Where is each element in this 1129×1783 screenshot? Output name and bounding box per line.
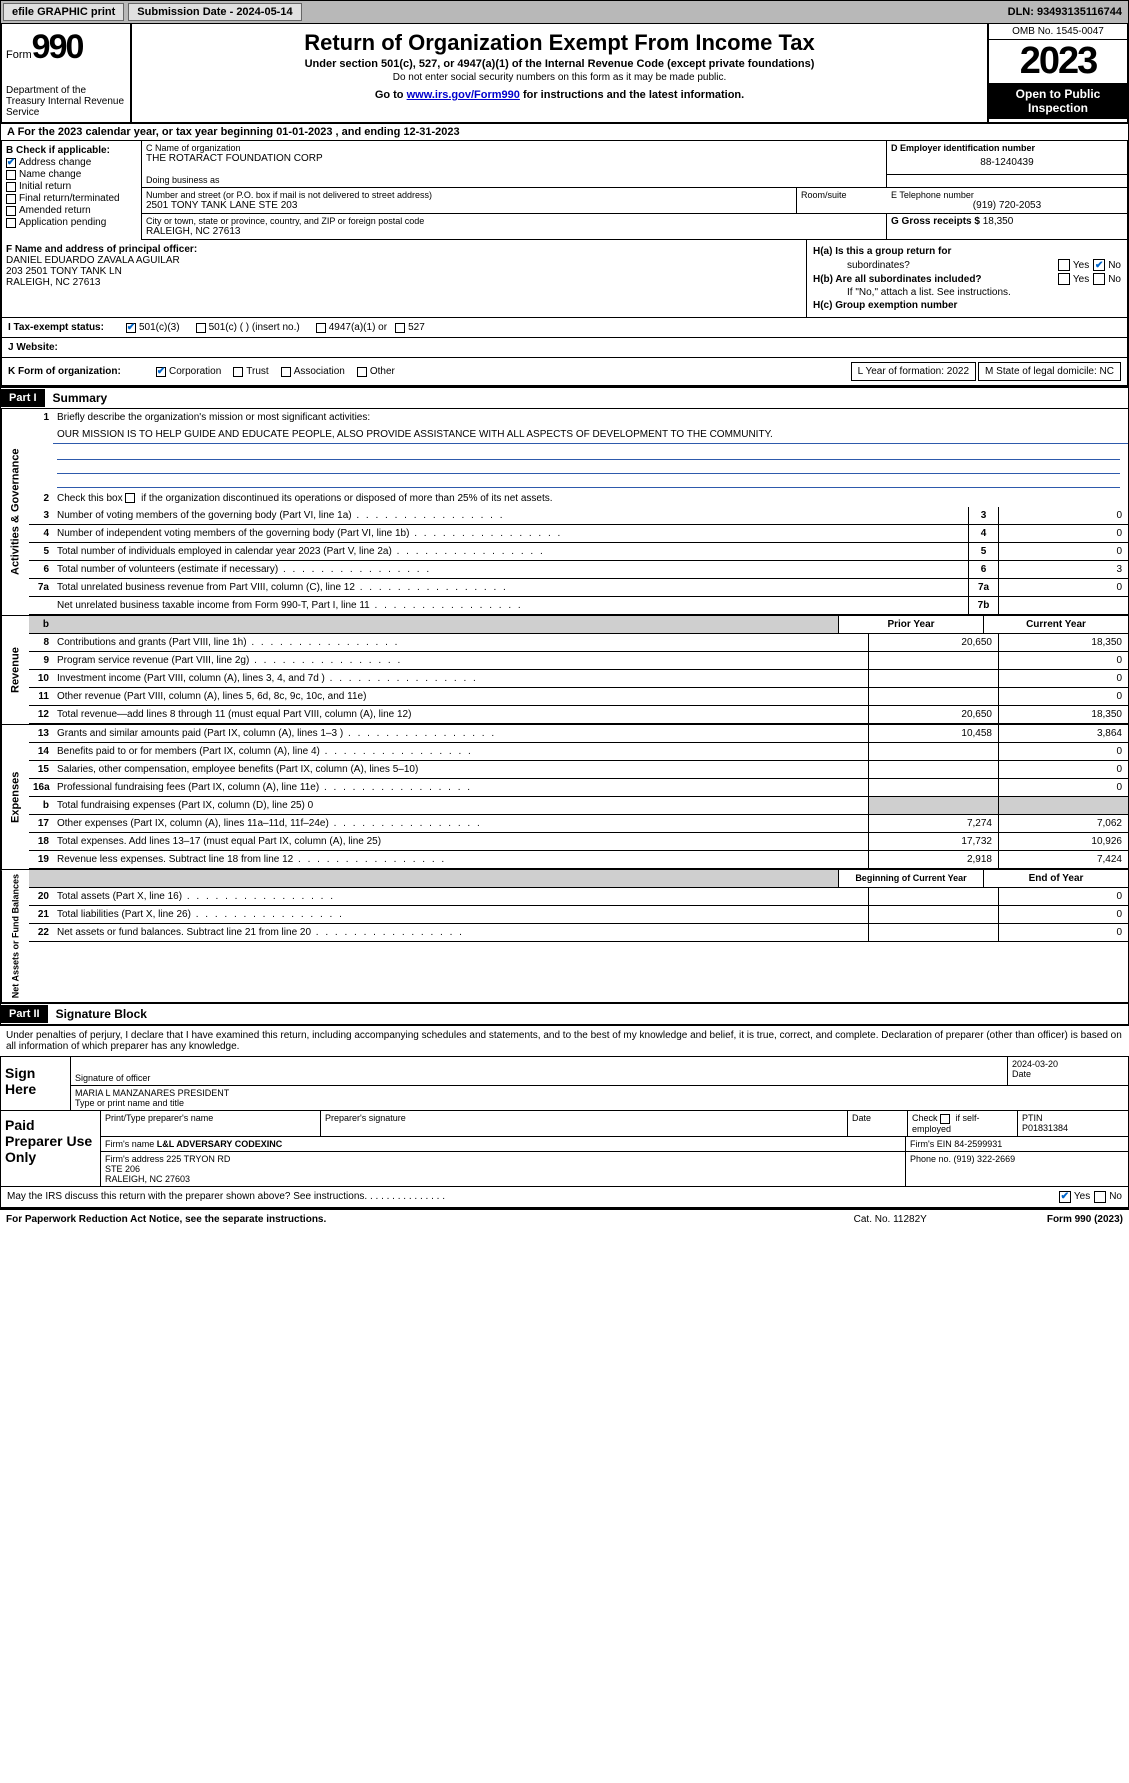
hb-yes[interactable] — [1058, 273, 1070, 285]
dept-treasury: Department of the Treasury Internal Reve… — [6, 85, 126, 118]
open-to-public: Open to Public Inspection — [989, 83, 1127, 119]
v7b — [998, 597, 1128, 614]
form-header: Form990 Department of the Treasury Inter… — [0, 24, 1129, 124]
discuss-row: May the IRS discuss this return with the… — [0, 1187, 1129, 1208]
submission-date: Submission Date - 2024-05-14 — [128, 3, 301, 21]
firm-phone: (919) 322-2669 — [954, 1154, 1016, 1164]
efile-label: efile GRAPHIC print — [3, 3, 124, 21]
check-self-employed[interactable] — [940, 1114, 950, 1124]
city-state-zip: RALEIGH, NC 27613 — [146, 226, 882, 237]
form-subtitle-1: Under section 501(c), 527, or 4947(a)(1)… — [140, 58, 979, 70]
ha-no[interactable] — [1093, 259, 1105, 271]
year-formation: L Year of formation: 2022 — [851, 362, 976, 381]
v5: 0 — [998, 543, 1128, 560]
col-c-org: C Name of organization THE ROTARACT FOUN… — [142, 141, 1127, 240]
form-subtitle-2: Do not enter social security numbers on … — [140, 72, 979, 83]
form-title: Return of Organization Exempt From Incom… — [140, 30, 979, 56]
v3: 0 — [998, 507, 1128, 524]
officer-name: MARIA L MANZANARES PRESIDENT — [75, 1088, 1124, 1098]
form-word: Form — [6, 49, 32, 61]
status-4947[interactable] — [316, 323, 326, 333]
korg-assoc[interactable] — [281, 367, 291, 377]
section-revenue: Revenue bPrior YearCurrent Year 8Contrib… — [0, 616, 1129, 725]
status-527[interactable] — [395, 323, 405, 333]
mission-text: OUR MISSION IS TO HELP GUIDE AND EDUCATE… — [53, 426, 1128, 444]
v7a: 0 — [998, 579, 1128, 596]
row-k-org: K Form of organization: Corporation Trus… — [0, 358, 1129, 387]
ha-yes[interactable] — [1058, 259, 1070, 271]
check-final-return[interactable] — [6, 194, 16, 204]
v4: 0 — [998, 525, 1128, 542]
korg-other[interactable] — [357, 367, 367, 377]
footer: For Paperwork Reduction Act Notice, see … — [0, 1210, 1129, 1229]
check-app-pending[interactable] — [6, 218, 16, 228]
gross-receipts: 18,350 — [983, 216, 1014, 227]
check-amended[interactable] — [6, 206, 16, 216]
part-i-bar: Part I Summary — [0, 387, 1129, 409]
form-goto: Go to www.irs.gov/Form990 for instructio… — [140, 89, 979, 101]
room-suite: Room/suite — [797, 188, 887, 214]
row-j-website: J Website: — [0, 338, 1129, 358]
status-501c3[interactable] — [126, 323, 136, 333]
part-ii-bar: Part II Signature Block — [0, 1003, 1129, 1025]
sig-intro: Under penalties of perjury, I declare th… — [0, 1025, 1129, 1056]
org-name: THE ROTARACT FOUNDATION CORP — [146, 153, 882, 164]
sign-here-block: Sign Here Signature of officer 2024-03-2… — [0, 1056, 1129, 1111]
col-h-group: H(a) Is this a group return for subordin… — [807, 240, 1127, 317]
phone: (919) 720-2053 — [891, 200, 1123, 211]
korg-trust[interactable] — [233, 367, 243, 377]
korg-corp[interactable] — [156, 367, 166, 377]
discuss-no[interactable] — [1094, 1191, 1106, 1203]
col-b-checkboxes: B Check if applicable: Address change Na… — [2, 141, 142, 240]
check-name-change[interactable] — [6, 170, 16, 180]
v6: 3 — [998, 561, 1128, 578]
hb-no[interactable] — [1093, 273, 1105, 285]
header-grid: B Check if applicable: Address change Na… — [0, 141, 1129, 240]
omb-number: OMB No. 1545-0047 — [989, 24, 1127, 40]
check-initial-return[interactable] — [6, 182, 16, 192]
row-fh: F Name and address of principal officer:… — [2, 240, 1127, 318]
street-address: 2501 TONY TANK LANE STE 203 — [146, 200, 792, 211]
irs-link[interactable]: www.irs.gov/Form990 — [407, 89, 520, 101]
check-discontinued[interactable] — [125, 493, 135, 503]
status-501c[interactable] — [196, 323, 206, 333]
ptin: P01831384 — [1022, 1123, 1124, 1133]
discuss-yes[interactable] — [1059, 1191, 1071, 1203]
ein: 88-1240439 — [891, 153, 1123, 172]
form-number: 990 — [32, 28, 83, 66]
efile-header: efile GRAPHIC print Submission Date - 20… — [0, 0, 1129, 24]
section-expenses: Expenses 13Grants and similar amounts pa… — [0, 725, 1129, 870]
paid-preparer-block: Paid Preparer Use Only Print/Type prepar… — [0, 1111, 1129, 1187]
firm-name: L&L ADVERSARY CODEXINC — [157, 1139, 283, 1149]
check-address-change[interactable] — [6, 158, 16, 168]
state-domicile: M State of legal domicile: NC — [978, 362, 1121, 381]
tax-year: 2023 — [989, 40, 1127, 83]
firm-ein: 84-2599931 — [954, 1139, 1002, 1149]
section-net-assets: Net Assets or Fund Balances Beginning of… — [0, 870, 1129, 1003]
row-i-status: I Tax-exempt status: 501(c)(3) 501(c) ( … — [0, 318, 1129, 338]
dln: DLN: 93493135116744 — [1008, 6, 1122, 18]
row-a-taxyear: A For the 2023 calendar year, or tax yea… — [0, 124, 1129, 141]
section-activities: Activities & Governance 1Briefly describ… — [0, 409, 1129, 616]
col-f-officer: F Name and address of principal officer:… — [2, 240, 807, 317]
